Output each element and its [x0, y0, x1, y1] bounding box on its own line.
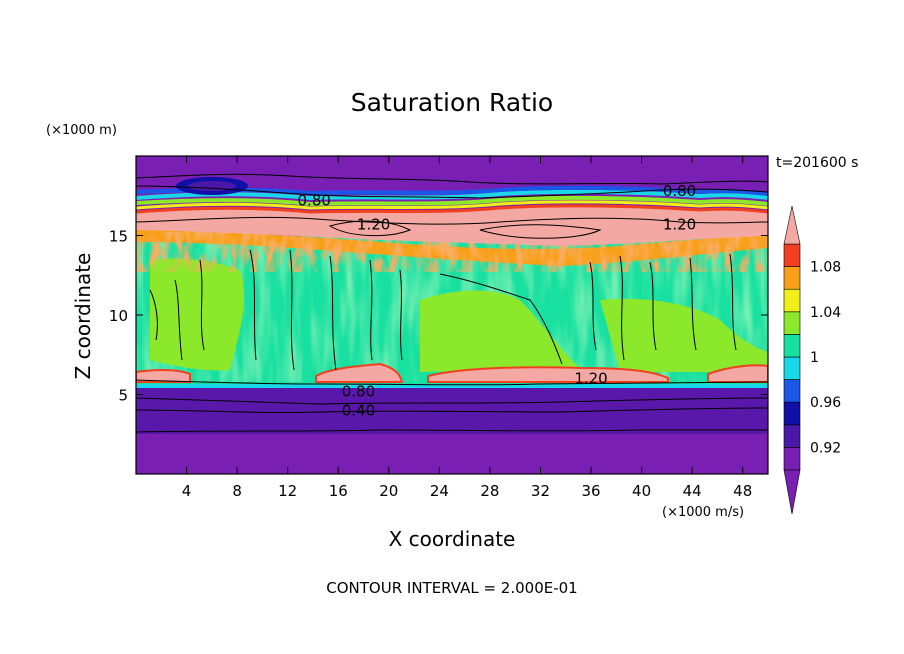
x-tick-label-3: 16 — [329, 482, 348, 500]
upper-rim-cyan — [136, 189, 768, 201]
contour-lines — [136, 173, 768, 433]
colorbar-label-4: 1.08 — [810, 260, 841, 276]
y-tick-label-2: 15 — [109, 228, 128, 246]
x-axis-title: X coordinate — [389, 527, 516, 551]
y-tick-label-0: 5 — [118, 387, 128, 405]
contour-interval-footer: CONTOUR INTERVAL = 2.000E-01 — [326, 579, 577, 597]
colorbar-bin-2 — [783, 401, 801, 426]
x-tick-label-8: 36 — [581, 482, 600, 500]
contour-label-6: 0.40 — [342, 401, 375, 419]
colorbar-extend-bottom — [783, 469, 801, 515]
x-tick-label-6: 28 — [480, 482, 499, 500]
plot-area: 0.800.801.20 1.201.200.800.40 — [136, 156, 768, 474]
contour-label-5: 0.80 — [342, 382, 375, 400]
x-axis: 4 8 12 16 20 24 28 32 36 40 44 48 — [182, 156, 752, 500]
contour-label-3: 1.20 — [663, 215, 696, 233]
x-tick-label-1: 8 — [232, 482, 242, 500]
contour-label-0: 0.80 — [298, 192, 331, 210]
chart-title: Saturation Ratio — [351, 88, 553, 117]
colorbar-bin-0 — [783, 447, 801, 471]
time-label: t=201600 s — [776, 155, 858, 171]
colorbar-bin-5 — [783, 334, 801, 358]
upper-rim-green — [136, 195, 768, 207]
colorbar-bin-7 — [783, 288, 801, 313]
colorbar-bin-9 — [783, 243, 801, 267]
x-unit-label: (×1000 m/s) — [662, 505, 744, 520]
colorbar-label-3: 1.04 — [810, 305, 841, 321]
upper-rim-yellow — [136, 200, 768, 210]
light-green-patch-1 — [150, 258, 245, 371]
light-green-patch-2 — [420, 290, 580, 372]
x-tick-label-9: 40 — [632, 482, 651, 500]
x-tick-label-4: 20 — [379, 482, 398, 500]
x-tick-label-11: 48 — [733, 482, 752, 500]
x-tick-label-2: 12 — [278, 482, 297, 500]
y-unit-label: (×1000 m) — [46, 123, 117, 138]
x-tick-label-10: 44 — [683, 482, 702, 500]
x-tick-label-0: 4 — [182, 482, 192, 500]
contour-label-4: 1.20 — [574, 370, 607, 388]
low-supersat-band-2 — [315, 362, 404, 383]
x-tick-label-7: 32 — [531, 482, 550, 500]
low-supersat-band-4 — [707, 364, 768, 383]
x-tick-label-5: 24 — [430, 482, 449, 500]
contour-label-2: 1.20 — [357, 215, 390, 233]
colorbar-label-0: 0.92 — [810, 440, 841, 456]
y-axis-title: Z coordinate — [71, 253, 95, 380]
y-tick-label-1: 10 — [109, 307, 128, 325]
colorbar-label-2: 1 — [810, 350, 819, 366]
low-supersat-band-1 — [136, 369, 191, 383]
colorbar: 0.92 0.96 1 1.04 1.08 — [783, 205, 841, 515]
low-supersat-band-3 — [427, 366, 669, 383]
colorbar-bin-6 — [783, 311, 801, 335]
colorbar-bin-3 — [783, 379, 801, 403]
colorbar-bin-1 — [783, 424, 801, 448]
light-green-patch-3 — [600, 298, 768, 372]
dry-patch-top-left-edge — [188, 181, 236, 191]
contour-label-1: 0.80 — [663, 182, 696, 200]
colorbar-bin-4 — [783, 356, 801, 380]
colorbar-label-1: 0.96 — [810, 395, 841, 411]
contour-labels: 0.800.801.20 1.201.200.800.40 — [298, 182, 697, 419]
upper-rim-red — [136, 204, 768, 214]
colorbar-extend-top — [783, 205, 801, 245]
y-axis: 5 10 15 — [109, 228, 768, 405]
colorbar-bin-8 — [783, 266, 801, 290]
upper-supersat-layer — [136, 205, 768, 246]
